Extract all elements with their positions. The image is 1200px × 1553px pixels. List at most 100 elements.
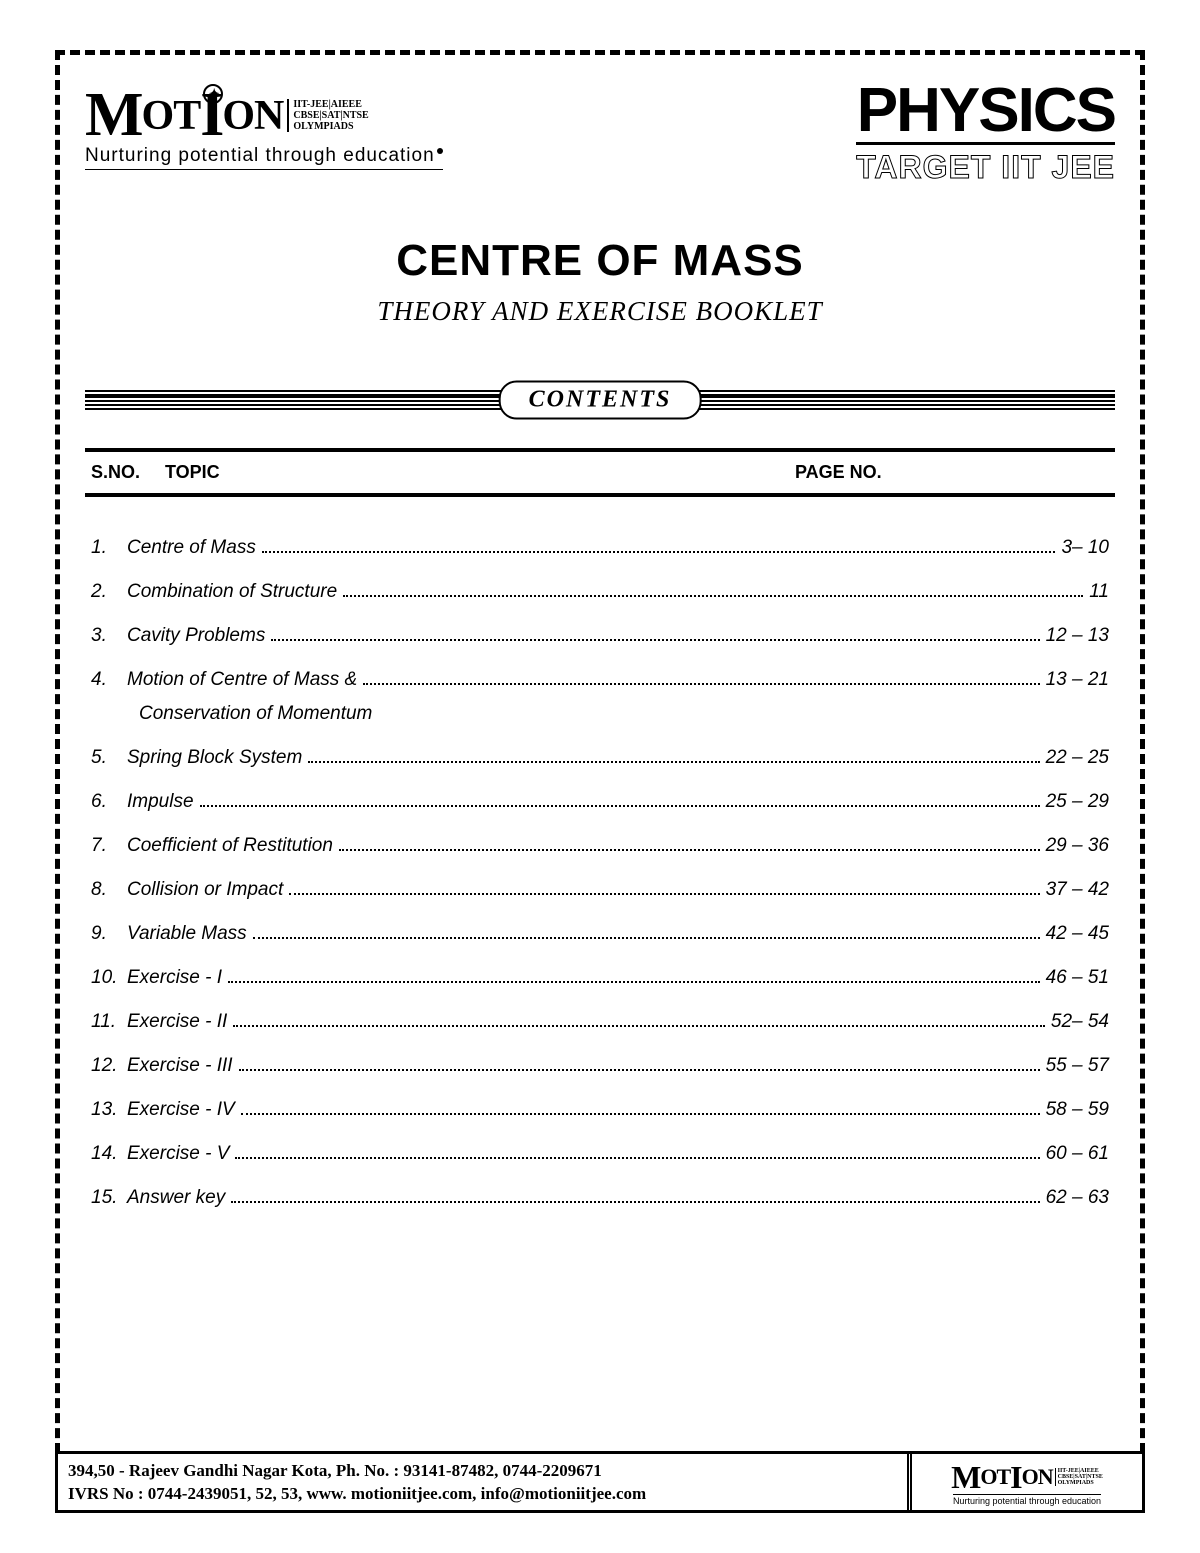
toc-leader-dots [363, 683, 1039, 685]
mini-subtags: IIT-JEE|AIEEE CBSE|SAT|NTSE OLYMPIADS [1055, 1468, 1103, 1486]
toc-pages: 12 – 13 [1046, 625, 1109, 647]
header: M OT I ✦ ON IIT-JEE|AIEEE CBSE|SAT|NTSE … [85, 80, 1115, 186]
toc-num: 14. [91, 1143, 127, 1165]
toc-topic: Impulse [127, 791, 194, 813]
toc-topic: Exercise - V [127, 1143, 229, 1165]
column-header-bar: S.NO. TOPIC PAGE NO. [85, 448, 1115, 497]
toc-row: 3.Cavity Problems12 – 13 [91, 625, 1109, 647]
brand-logo: M OT I ✦ ON IIT-JEE|AIEEE CBSE|SAT|NTSE … [85, 80, 443, 170]
toc-pages: 3– 10 [1061, 537, 1109, 559]
toc-leader-dots [233, 1025, 1045, 1027]
table-of-contents: 1.Centre of Mass3– 10 2.Combination of St… [85, 537, 1115, 1209]
footer-logo: M OT I ON IIT-JEE|AIEEE CBSE|SAT|NTSE OL… [912, 1454, 1142, 1510]
toc-pages: 11 [1089, 581, 1109, 603]
mini-brand-ot: OT [980, 1464, 1010, 1490]
toc-num: 10. [91, 967, 127, 989]
column-topic: TOPIC [165, 462, 545, 483]
toc-topic: Coefficient of Restitution [127, 835, 333, 857]
toc-topic: Exercise - II [127, 1011, 227, 1033]
toc-pages: 58 – 59 [1046, 1099, 1109, 1121]
toc-leader-dots [228, 981, 1040, 983]
toc-pages: 25 – 29 [1046, 791, 1109, 813]
toc-row: 10.Exercise - I 46 – 51 [91, 967, 1109, 989]
toc-num: 3. [91, 625, 127, 647]
toc-num: 4. [91, 669, 127, 691]
toc-pages: 46 – 51 [1046, 967, 1109, 989]
toc-leader-dots [289, 893, 1039, 895]
toc-num: 9. [91, 923, 127, 945]
toc-leader-dots [339, 849, 1040, 851]
toc-row: 6.Impulse 25 – 29 [91, 791, 1109, 813]
toc-topic: Exercise - III [127, 1055, 233, 1077]
toc-leader-dots [239, 1069, 1040, 1071]
toc-num: 8. [91, 879, 127, 901]
brand-letter-m: M [85, 80, 142, 151]
toc-num: 15. [91, 1187, 127, 1209]
toc-leader-dots [343, 595, 1083, 597]
toc-leader-dots [262, 551, 1056, 553]
mini-brand-i: I [1010, 1459, 1021, 1495]
toc-row: 14.Exercise - V60 – 61 [91, 1143, 1109, 1165]
toc-leader-dots [235, 1157, 1039, 1159]
toc-topic: Answer key [127, 1187, 225, 1209]
column-page: PAGE NO. [545, 462, 882, 483]
toc-row: 2.Combination of Structure 11 [91, 581, 1109, 603]
mini-brand-on: ON [1022, 1464, 1053, 1490]
subtag-1: IIT-JEE|AIEEE [293, 99, 368, 110]
toc-pages: 55 – 57 [1046, 1055, 1109, 1077]
mini-brand-m: M [951, 1459, 980, 1496]
toc-row: 1.Centre of Mass3– 10 [91, 537, 1109, 559]
toc-num: 1. [91, 537, 127, 559]
page-content: M OT I ✦ ON IIT-JEE|AIEEE CBSE|SAT|NTSE … [55, 50, 1145, 1513]
toc-leader-dots [241, 1113, 1040, 1115]
toc-topic: Motion of Centre of Mass & [127, 669, 357, 691]
toc-sub: Conservation of Momentum [91, 703, 1109, 725]
toc-pages: 29 – 36 [1046, 835, 1109, 857]
toc-pages: 52– 54 [1051, 1011, 1109, 1033]
mini-tagline: Nurturing potential through education [953, 1494, 1101, 1506]
toc-pages: 37 – 42 [1046, 879, 1109, 901]
toc-num: 6. [91, 791, 127, 813]
toc-topic: Combination of Structure [127, 581, 337, 603]
toc-row: 8.Collision or Impact 37 – 42 [91, 879, 1109, 901]
toc-row: 5.Spring Block System22 – 25 [91, 747, 1109, 769]
brand-wordmark: M OT I ✦ ON IIT-JEE|AIEEE CBSE|SAT|NTSE … [85, 80, 443, 151]
footer: 394,50 - Rajeev Gandhi Nagar Kota, Ph. N… [55, 1451, 1145, 1513]
toc-leader-dots [271, 639, 1039, 641]
toc-num: 7. [91, 835, 127, 857]
toc-row: 11.Exercise - II 52– 54 [91, 1011, 1109, 1033]
toc-row: 7.Coefficient of Restitution 29 – 36 [91, 835, 1109, 857]
brand-letters-ot: OT [142, 92, 201, 140]
chapter-title: CENTRE OF MASS [85, 236, 1115, 286]
toc-topic: Collision or Impact [127, 879, 283, 901]
toc-num: 11. [91, 1011, 127, 1033]
toc-leader-dots [308, 761, 1039, 763]
toc-num: 2. [91, 581, 127, 603]
toc-num: 13. [91, 1099, 127, 1121]
toc-leader-dots [253, 937, 1040, 939]
column-sno: S.NO. [85, 462, 165, 483]
toc-topic: Exercise - I [127, 967, 222, 989]
toc-row: 4.Motion of Centre of Mass & 13 – 21 [91, 669, 1109, 691]
toc-row: 13.Exercise - IV 58 – 59 [91, 1099, 1109, 1121]
footer-line-2: IVRS No : 0744-2439051, 52, 53, www. mot… [68, 1483, 897, 1506]
contents-banner: CONTENTS [85, 382, 1115, 418]
brand-tagline: Nurturing potential through education [85, 145, 443, 170]
subtag-3: OLYMPIADS [293, 121, 368, 132]
target-subtitle: TARGET IIT JEE [856, 149, 1115, 186]
brand-subtags: IIT-JEE|AIEEE CBSE|SAT|NTSE OLYMPIADS [287, 99, 368, 132]
toc-topic: Variable Mass [127, 923, 247, 945]
toc-topic: Exercise - IV [127, 1099, 235, 1121]
toc-leader-dots [200, 805, 1040, 807]
toc-pages: 13 – 21 [1046, 669, 1109, 691]
toc-row: 15.Answer key 62 – 63 [91, 1187, 1109, 1209]
toc-leader-dots [231, 1201, 1039, 1203]
brand-letters-on: ON [222, 92, 283, 140]
chapter-subtitle: THEORY AND EXERCISE BOOKLET [85, 296, 1115, 327]
toc-pages: 42 – 45 [1046, 923, 1109, 945]
toc-pages: 62 – 63 [1046, 1187, 1109, 1209]
footer-address: 394,50 - Rajeev Gandhi Nagar Kota, Ph. N… [58, 1454, 912, 1510]
toc-row: 12.Exercise - III55 – 57 [91, 1055, 1109, 1077]
subtag-2: CBSE|SAT|NTSE [293, 110, 368, 121]
toc-num: 5. [91, 747, 127, 769]
